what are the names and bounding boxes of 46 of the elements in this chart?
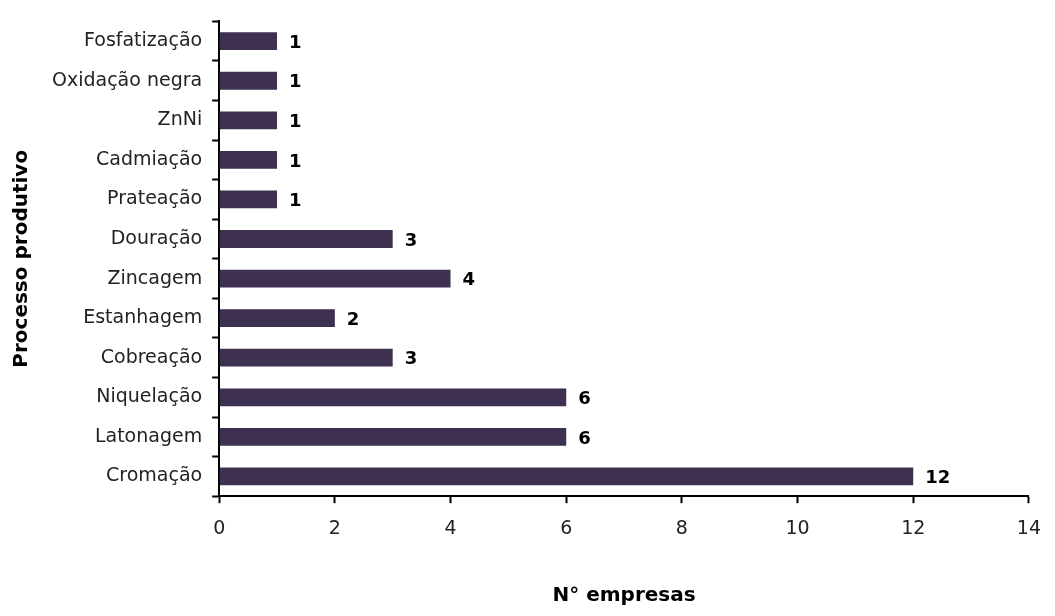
y-tick-label: Fosfatização [84, 28, 203, 51]
bar [219, 32, 278, 51]
bar [219, 111, 278, 130]
y-tick-label: Oxidação negra [51, 67, 203, 90]
data-label: 1 [289, 109, 302, 131]
y-tick-label: Cobreação [100, 344, 203, 367]
y-tick-label: Niquelação [96, 384, 203, 407]
x-tick-label: 2 [328, 515, 341, 538]
bar [219, 269, 451, 288]
data-label: 6 [578, 426, 591, 448]
bar [219, 309, 335, 328]
y-tick-label: ZnNi [157, 107, 203, 130]
y-tick-label: Zincagem [107, 265, 203, 288]
x-tick-label: 4 [444, 515, 457, 538]
data-label: 4 [462, 268, 476, 290]
data-label: 6 [578, 386, 591, 408]
y-tick-label: Douração [110, 225, 203, 248]
x-tick-label: 6 [560, 515, 573, 538]
bar [219, 427, 567, 446]
data-label: 1 [289, 30, 302, 52]
y-tick-label: Cadmiação [96, 146, 203, 169]
y-tick-label: Cromação [106, 463, 203, 486]
x-tick-label: 8 [675, 515, 688, 538]
x-tick-label: 14 [1016, 515, 1042, 538]
bar [219, 150, 278, 169]
y-tick-label: Latonagem [94, 423, 203, 446]
y-axis-title: Processo produtivo [8, 149, 33, 368]
x-axis-title: N° empresas [552, 582, 696, 607]
data-label: 1 [289, 189, 302, 211]
bar [219, 388, 567, 407]
x-tick-label: 10 [785, 515, 810, 538]
bar [219, 71, 278, 90]
data-label: 3 [404, 228, 418, 250]
bar [219, 348, 393, 367]
bar [219, 230, 393, 248]
data-label: 1 [289, 149, 302, 171]
data-label: 1 [289, 70, 302, 92]
y-tick-label: Prateação [107, 186, 203, 209]
bar [219, 190, 278, 209]
bar [219, 467, 914, 486]
y-tick-label: Estanhagem [83, 305, 203, 328]
data-label: 2 [346, 307, 360, 329]
x-tick-label: 0 [213, 515, 226, 538]
x-tick-label: 12 [901, 515, 926, 538]
data-label: 3 [404, 347, 418, 369]
data-label: 12 [925, 466, 951, 488]
